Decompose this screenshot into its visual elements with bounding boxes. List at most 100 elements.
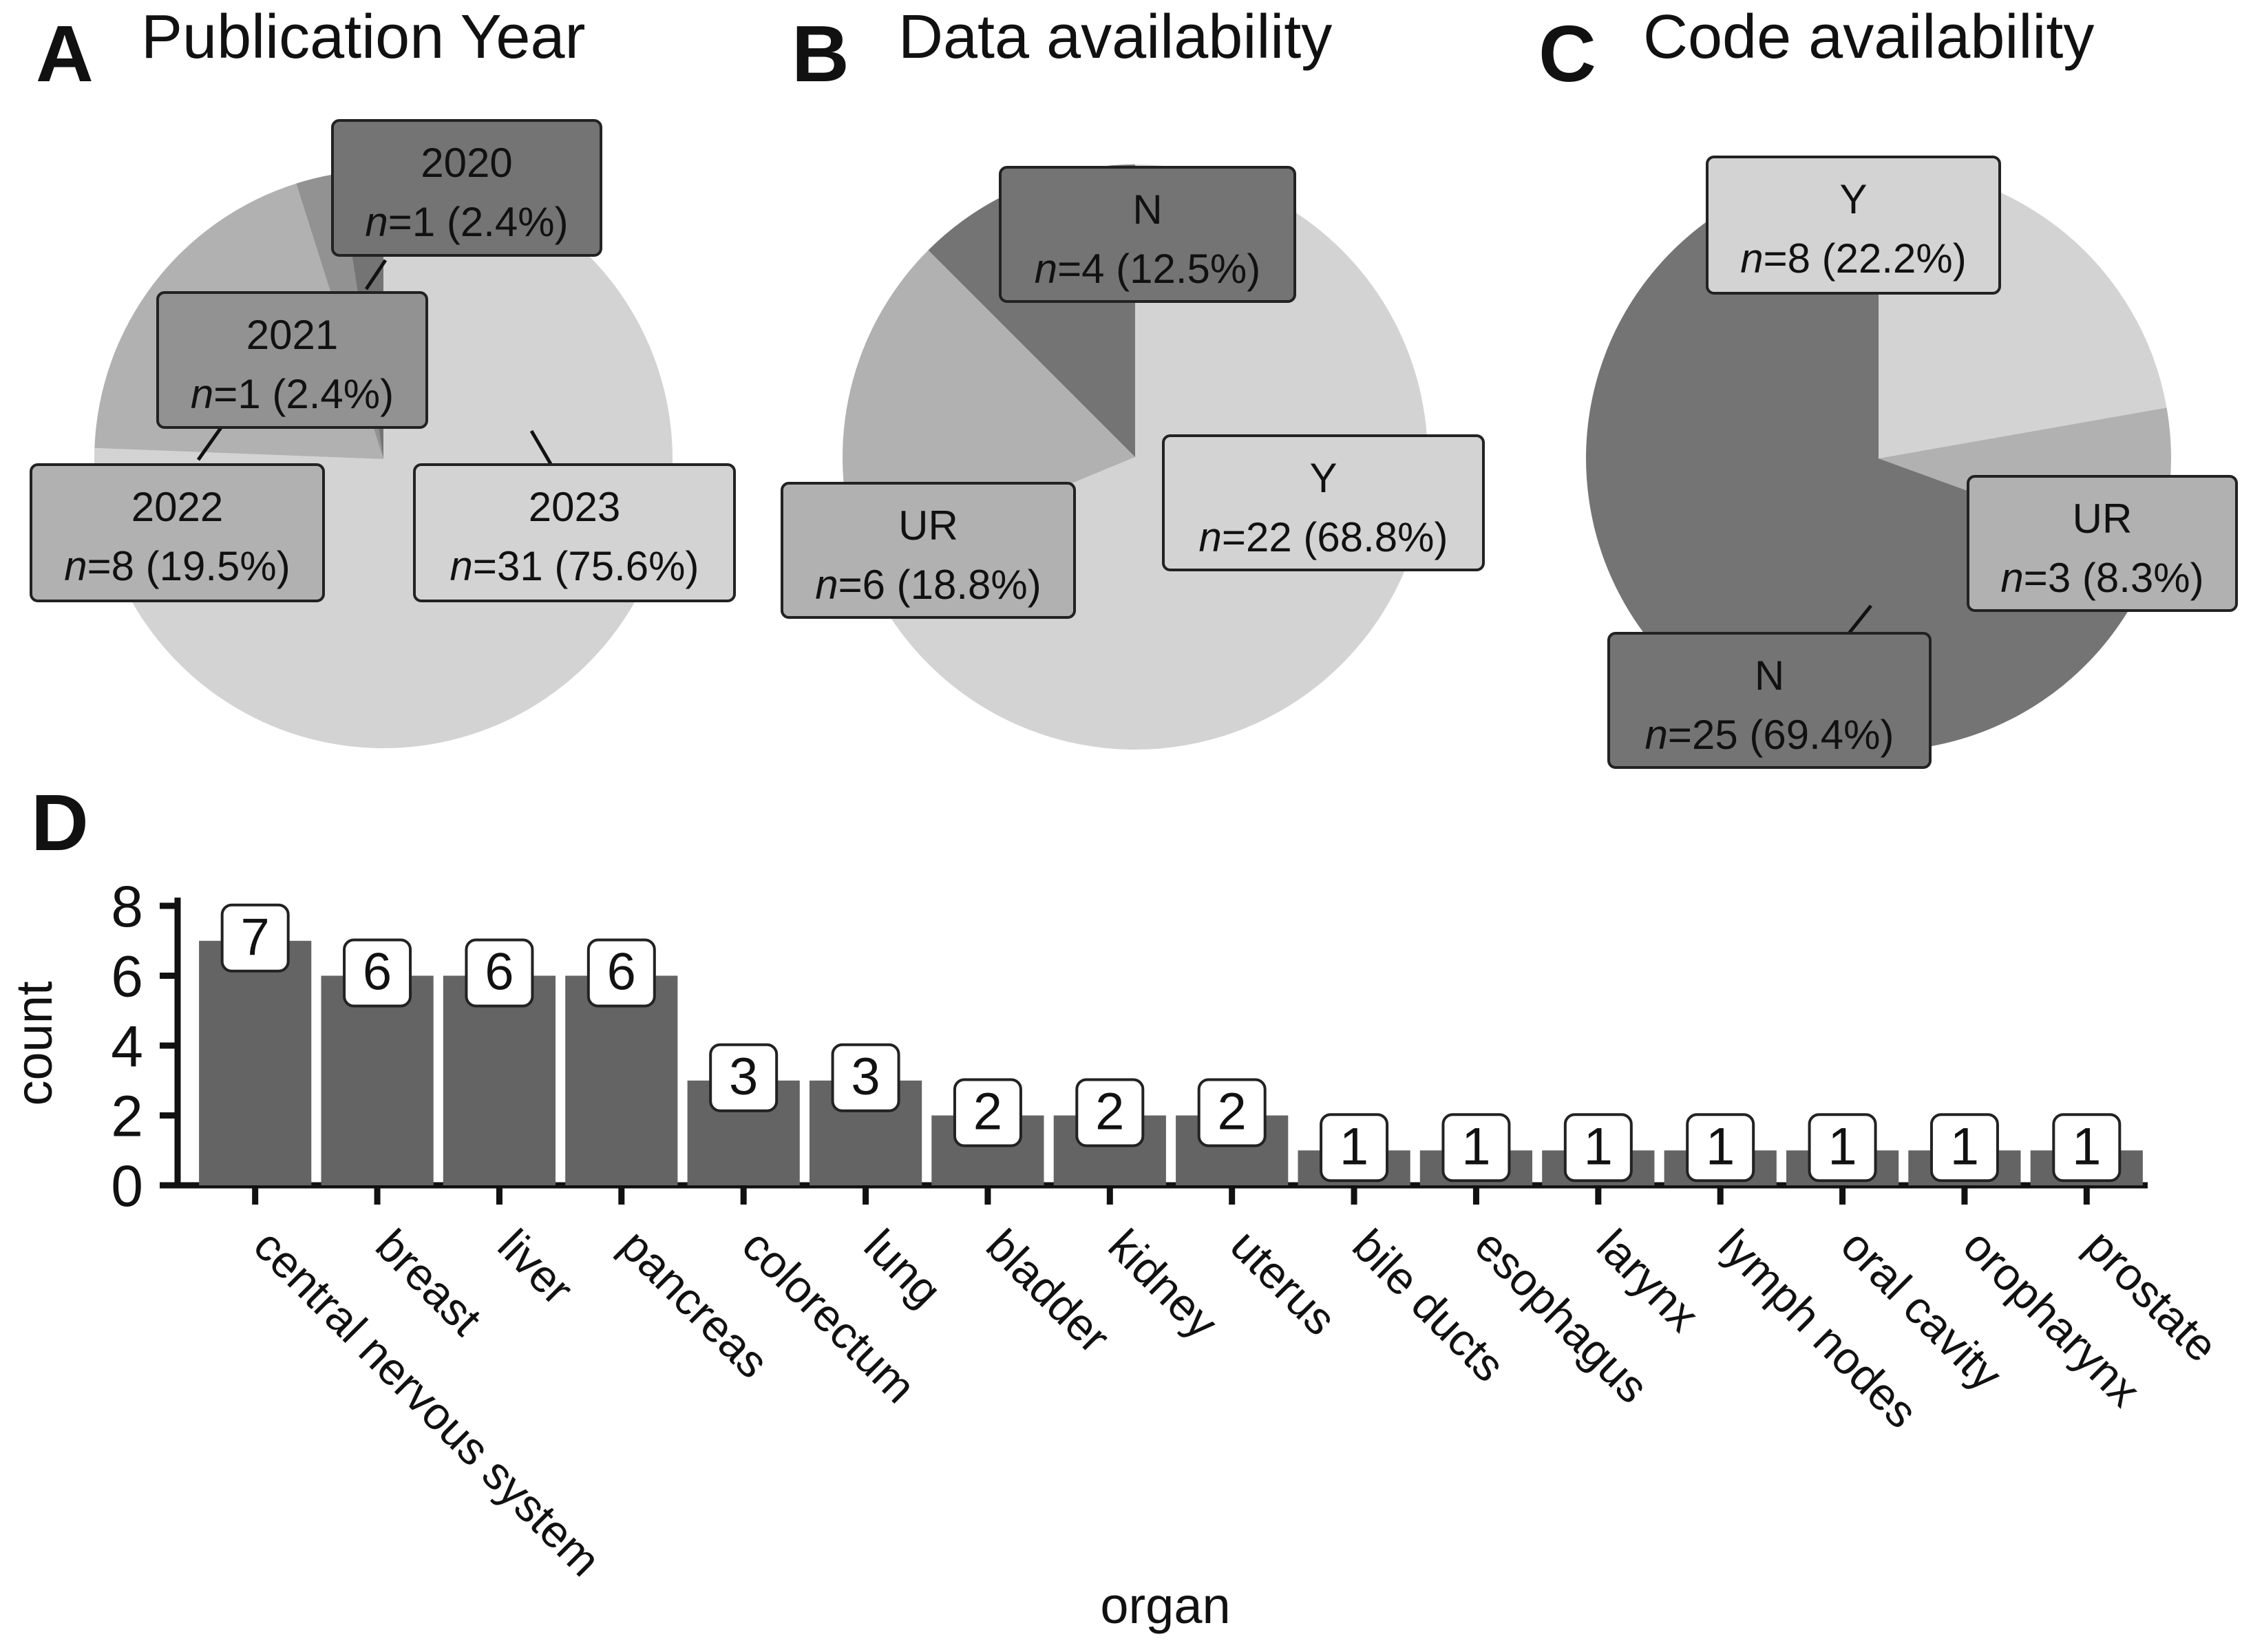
bar-value-box [586,938,656,1008]
slice-label-c-y: Yn=8 (22.2%) [1706,156,2001,295]
bar-value-box [1808,1113,1877,1183]
slice-label-value: =4 (12.5%) [1057,246,1260,292]
panel-letter-b: B [792,9,849,98]
x-tick-label-bladder: bladder [977,1220,1120,1363]
panel-letter-c: C [1538,9,1596,98]
slice-label-a-2023: 2023 n=31 (75.6%) [413,463,736,602]
bar-value-label: 3 [831,1043,900,1112]
panel-letter-a: A [36,9,94,98]
slice-label-value: =3 (8.3%) [2024,555,2204,601]
bar-value-text: 3 [851,1048,880,1106]
slice-label-category: N [1132,187,1162,233]
bar-value-text: 2 [1095,1083,1124,1141]
slice-label-category: 2021 [246,312,338,358]
slice-label-count: n=8 (22.2%) [1740,235,1967,282]
slice-label-category: N [1755,653,1784,699]
bar-value-box [465,938,534,1008]
slice-label-value: =6 (18.8%) [838,562,1041,608]
slice-label-n: n [1740,235,1763,282]
bar-value-label: 6 [465,938,534,1008]
bar-value-text: 3 [729,1048,758,1106]
bar-value-label: 1 [1320,1113,1389,1183]
slice-label-count: n=31 (75.6%) [450,543,699,589]
bar-value-box [220,903,290,973]
slice-label-b-y: Yn=22 (68.8%) [1162,434,1485,571]
y-tick-label: 0 [111,1154,143,1218]
slice-label-n: n [450,543,473,589]
slice-label-category: UR [2073,496,2133,542]
bar-value-label: 2 [1075,1078,1145,1147]
bar-value-text: 1 [1828,1117,1857,1176]
bar-value-text: 7 [241,908,270,966]
bar-value-label: 6 [586,938,656,1008]
x-tick-label-uterus: uterus [1221,1220,1346,1345]
bar-value-box [1929,1113,1999,1183]
bar-value-text: 2 [973,1083,1002,1141]
slice-label-a-2021: 2021 n=1 (2.4%) [156,291,428,429]
leader-line-a-0 [364,259,388,290]
slice-label-box [1967,475,2238,612]
bar-value-box [831,1043,900,1112]
slice-label-count: n=1 (2.4%) [365,199,568,245]
bar-value-text: 1 [1706,1117,1735,1176]
bar-pancreas [565,975,678,1185]
bar-value-label: 1 [1441,1113,1511,1183]
slice-label-category: Y [1309,455,1337,501]
y-tick-label: 8 [111,874,143,939]
slice-label-category: 2020 [421,140,512,186]
slice-label-b-n: Nn=4 (12.5%) [999,166,1296,303]
panel-title-c: Code availability [1643,3,2094,72]
leader-line-a-1 [196,425,224,461]
slice-label-b-ur: UR n=6 (18.8%) [781,482,1076,619]
bar-value-label: 6 [343,938,412,1008]
bar-value-text: 1 [1461,1117,1490,1176]
bar-value-text: 6 [485,943,514,1002]
bar-value-box [2052,1113,2122,1183]
slice-label-value: =25 (69.4%) [1668,712,1894,758]
slice-label-count: n=22 (68.8%) [1199,514,1448,560]
bar-value-box [1320,1113,1389,1183]
leader-line-c-0 [1848,604,1872,635]
slice-label-count: n=3 (8.3%) [2000,555,2203,601]
bar-value-label: 1 [1929,1113,1999,1183]
x-tick-label-liver: liver [489,1220,584,1315]
bar-value-box [953,1078,1022,1147]
panel-title-a: Publication Year [141,3,586,72]
bar-value-text: 1 [1584,1117,1613,1176]
slice-label-c-n: Nn=25 (69.4%) [1607,632,1932,769]
bar-value-label: 1 [1808,1113,1877,1183]
panel-letter-d: D [31,778,89,867]
slice-label-n: n [2000,555,2023,601]
slice-label-n: n [1645,712,1668,758]
slice-label-n: n [1035,246,1057,292]
slice-label-box [781,482,1076,619]
bar-value-box [709,1043,779,1112]
bar-value-label: 7 [220,903,290,973]
slice-label-n: n [64,543,87,589]
y-axis-title: count [6,981,63,1105]
slice-label-box [1706,156,2001,295]
bar-central-nervous-system [199,940,312,1186]
slice-label-category: Y [1839,176,1867,222]
slice-label-count: n=1 (2.4%) [191,371,394,417]
slice-label-box [331,119,602,257]
slice-label-value: =8 (19.5%) [87,543,290,589]
bar-value-label: 3 [709,1043,779,1112]
panel-title-b: Data availability [898,3,1332,72]
slice-label-a-2022: 2022 n=8 (19.5%) [30,463,325,602]
slice-label-count: n=4 (12.5%) [1035,246,1261,292]
bar-value-text: 1 [1950,1117,1979,1176]
slice-label-n: n [191,371,213,417]
bar-value-text: 1 [2072,1117,2101,1176]
y-tick-label: 4 [111,1014,143,1079]
slice-label-value: =1 (2.4%) [388,199,569,245]
slice-label-c-ur: UR n=3 (8.3%) [1967,475,2238,612]
x-tick-label-kidney: kidney [1099,1220,1227,1348]
bar-value-box [1563,1113,1633,1183]
pie-slice-a-2023 [94,170,673,749]
x-tick-label-lung: lung [855,1220,952,1317]
slice-label-category: UR [898,502,958,549]
